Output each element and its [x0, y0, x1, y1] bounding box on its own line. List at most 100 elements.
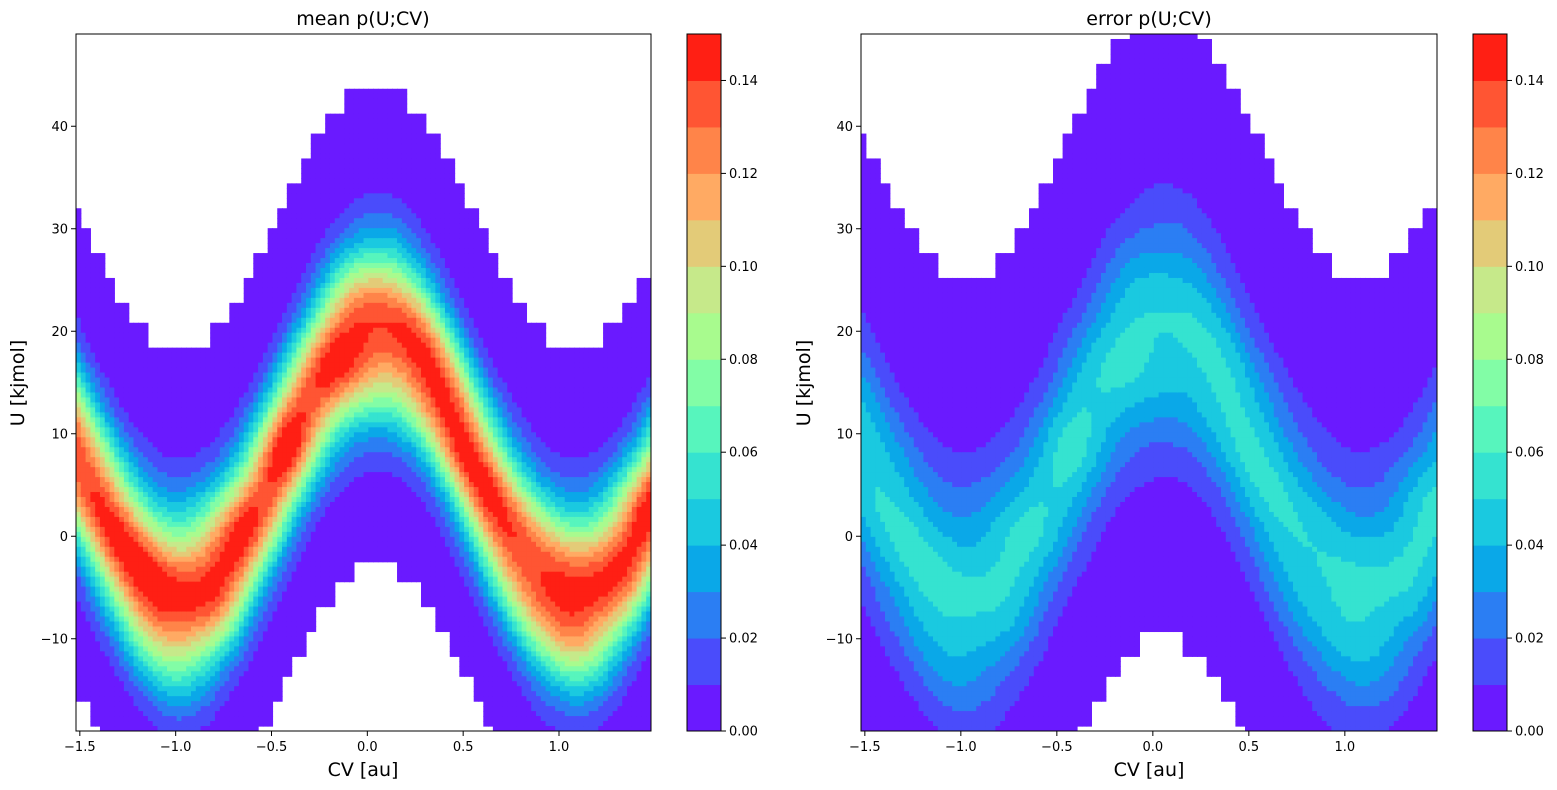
contour-cell	[296, 238, 302, 244]
contour-cell	[248, 417, 254, 423]
contour-cell	[85, 636, 91, 642]
contour-cell	[219, 452, 226, 458]
contour-cell	[301, 342, 307, 349]
contour-cell	[80, 516, 87, 523]
contour-cell	[325, 467, 331, 473]
contour-cell	[109, 711, 115, 717]
contour-cell	[277, 631, 283, 638]
contour-cell	[133, 342, 139, 349]
contour-cell	[195, 511, 202, 518]
contour-cell	[267, 576, 274, 583]
contour-cell	[310, 238, 317, 244]
contour-cell	[109, 501, 115, 508]
contour-cell	[238, 342, 245, 349]
contour-cell	[214, 561, 221, 568]
contour-cell	[291, 541, 298, 548]
contour-cell	[229, 676, 235, 682]
contour-cell	[147, 721, 154, 727]
contour-cell	[286, 621, 293, 628]
contour-cell	[114, 477, 120, 483]
contour-cell	[296, 611, 302, 618]
contour-cell	[224, 531, 230, 538]
contour-cell	[76, 292, 82, 299]
contour-cell	[234, 352, 240, 359]
contour-cell	[344, 317, 350, 324]
contour-cell	[248, 477, 254, 483]
contour-cell	[329, 238, 336, 244]
contour-cell	[325, 501, 331, 508]
contour-cell	[176, 656, 183, 662]
contour-cell	[200, 641, 206, 647]
contour-cell	[138, 551, 144, 558]
contour-cell	[214, 442, 221, 448]
contour-cell	[123, 521, 130, 528]
contour-cell	[267, 571, 274, 578]
contour-cell	[200, 412, 206, 418]
contour-cell	[229, 392, 235, 399]
contour-cell	[291, 581, 298, 588]
contour-cell	[310, 551, 317, 558]
contour-cell	[109, 352, 115, 359]
contour-cell	[176, 716, 183, 722]
contour-cell	[262, 601, 269, 608]
contour-cell	[167, 372, 173, 379]
contour-cell	[229, 611, 235, 618]
contour-cell	[248, 721, 254, 727]
contour-cell	[282, 626, 288, 633]
contour-cell	[272, 263, 278, 269]
contour-cell	[224, 541, 230, 548]
contour-cell	[224, 452, 230, 458]
contour-cell	[334, 168, 341, 174]
contour-cell	[109, 706, 115, 712]
contour-cell	[99, 581, 106, 588]
contour-cell	[104, 646, 111, 652]
contour-cell	[301, 377, 307, 384]
contour-cell	[339, 392, 345, 399]
contour-cell	[325, 233, 331, 239]
contour-cell	[238, 566, 245, 573]
contour-cell	[306, 487, 312, 493]
contour-cell	[152, 621, 159, 628]
contour-cell	[296, 258, 302, 264]
contour-cell	[243, 382, 250, 389]
contour-cell	[325, 412, 331, 418]
contour-cell	[301, 531, 307, 538]
contour-cell	[123, 651, 130, 657]
contour-cell	[95, 402, 101, 408]
contour-cell	[229, 686, 235, 692]
contour-cell	[114, 367, 120, 374]
contour-cell	[128, 372, 135, 379]
contour-cell	[258, 332, 264, 339]
contour-cell	[334, 506, 341, 513]
contour-cell	[162, 497, 168, 503]
contour-cell	[282, 437, 288, 443]
contour-cell	[286, 402, 293, 408]
contour-cell	[176, 392, 183, 399]
contour-cell	[76, 561, 82, 568]
contour-cell	[339, 556, 345, 563]
contour-cell	[291, 516, 298, 523]
contour-cell	[200, 611, 206, 618]
contour-cell	[329, 402, 336, 408]
contour-cell	[157, 531, 163, 538]
contour-cell	[301, 516, 307, 523]
contour-cell	[143, 701, 149, 707]
contour-cell	[186, 576, 192, 583]
contour-cell	[119, 437, 125, 443]
contour-cell	[90, 407, 96, 413]
contour-cell	[229, 721, 235, 727]
contour-cell	[167, 666, 173, 672]
contour-cell	[334, 561, 341, 568]
contour-cell	[195, 701, 202, 707]
contour-cell	[143, 716, 149, 722]
contour-cell	[157, 372, 163, 379]
contour-cell	[282, 307, 288, 314]
contour-cell	[143, 501, 149, 508]
contour-cell	[277, 511, 283, 518]
contour-cell	[272, 422, 278, 428]
contour-cell	[176, 691, 183, 697]
contour-cell	[95, 601, 101, 608]
contour-cell	[267, 656, 274, 662]
contour-cell	[181, 616, 187, 623]
contour-cell	[205, 716, 211, 722]
